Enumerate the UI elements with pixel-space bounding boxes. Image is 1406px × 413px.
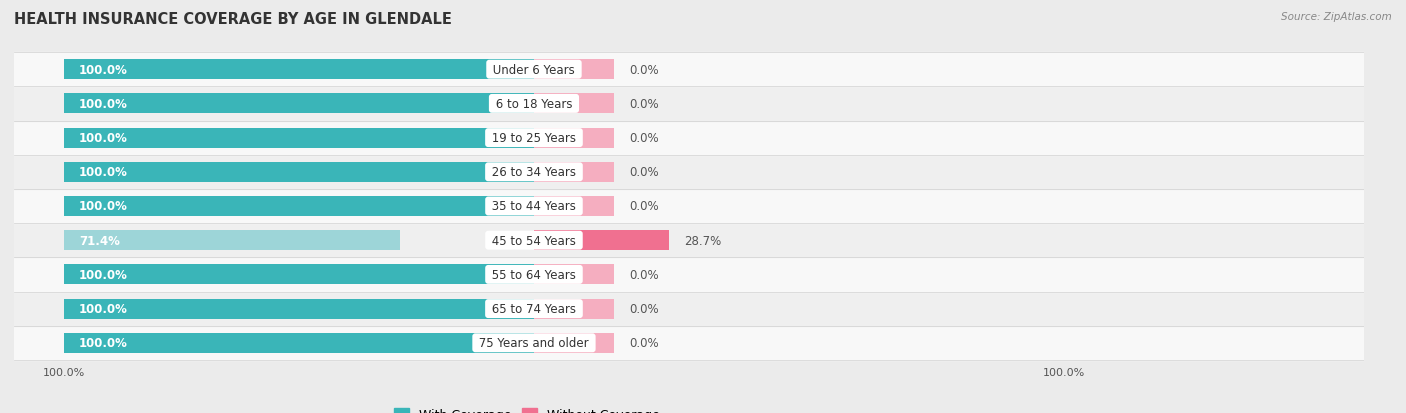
Bar (65, 265, 534, 285)
Text: HEALTH INSURANCE COVERAGE BY AGE IN GLENDALE: HEALTH INSURANCE COVERAGE BY AGE IN GLEN… (14, 12, 451, 27)
Text: 45 to 54 Years: 45 to 54 Years (488, 234, 579, 247)
Bar (14, 121, 1364, 155)
Text: 0.0%: 0.0% (628, 268, 658, 281)
Bar (65, 231, 399, 251)
Bar (534, 265, 614, 285)
Text: 55 to 64 Years: 55 to 64 Years (488, 268, 579, 281)
Bar (534, 162, 614, 182)
Bar (65, 128, 534, 148)
Bar (534, 60, 614, 80)
Bar (534, 231, 669, 251)
Bar (65, 60, 534, 80)
Text: 100.0%: 100.0% (79, 97, 128, 111)
Text: 19 to 25 Years: 19 to 25 Years (488, 132, 579, 145)
Bar (14, 258, 1364, 292)
Text: 0.0%: 0.0% (628, 64, 658, 76)
Text: Source: ZipAtlas.com: Source: ZipAtlas.com (1281, 12, 1392, 22)
Text: 0.0%: 0.0% (628, 166, 658, 179)
Bar (14, 155, 1364, 190)
Bar (65, 94, 534, 114)
Text: 75 Years and older: 75 Years and older (475, 337, 593, 349)
Bar (14, 223, 1364, 258)
Bar (534, 299, 614, 319)
Bar (14, 326, 1364, 360)
Text: 100.0%: 100.0% (79, 337, 128, 349)
Text: 100.0%: 100.0% (79, 302, 128, 316)
Text: 6 to 18 Years: 6 to 18 Years (492, 97, 576, 111)
Text: 100.0%: 100.0% (79, 166, 128, 179)
Bar (534, 128, 614, 148)
Bar (534, 333, 614, 353)
Text: 0.0%: 0.0% (628, 132, 658, 145)
Text: 100.0%: 100.0% (79, 64, 128, 76)
Bar (14, 53, 1364, 87)
Text: 0.0%: 0.0% (628, 97, 658, 111)
Text: 0.0%: 0.0% (628, 337, 658, 349)
Text: 71.4%: 71.4% (79, 234, 120, 247)
Text: 35 to 44 Years: 35 to 44 Years (488, 200, 579, 213)
Bar (65, 299, 534, 319)
Bar (534, 94, 614, 114)
Bar (14, 87, 1364, 121)
Bar (65, 197, 534, 216)
Bar (65, 162, 534, 182)
Text: 0.0%: 0.0% (628, 200, 658, 213)
Text: 28.7%: 28.7% (683, 234, 721, 247)
Text: Under 6 Years: Under 6 Years (489, 64, 579, 76)
Text: 100.0%: 100.0% (79, 268, 128, 281)
Bar (65, 333, 534, 353)
Text: 100.0%: 100.0% (79, 132, 128, 145)
Bar (14, 292, 1364, 326)
Text: 100.0%: 100.0% (79, 200, 128, 213)
Text: 65 to 74 Years: 65 to 74 Years (488, 302, 579, 316)
Legend: With Coverage, Without Coverage: With Coverage, Without Coverage (389, 404, 665, 413)
Text: 26 to 34 Years: 26 to 34 Years (488, 166, 579, 179)
Bar (14, 190, 1364, 223)
Bar (534, 197, 614, 216)
Text: 0.0%: 0.0% (628, 302, 658, 316)
